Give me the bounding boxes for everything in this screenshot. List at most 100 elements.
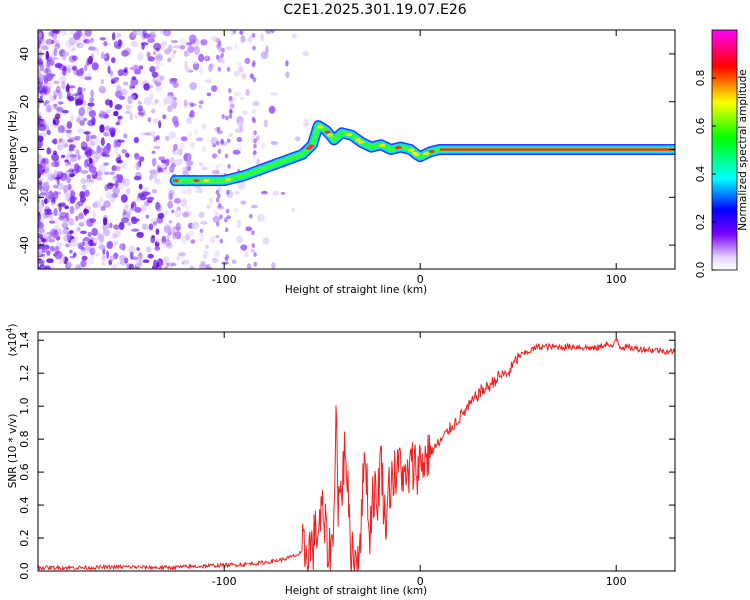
noise-speck <box>169 79 177 85</box>
noise-speck <box>68 55 77 63</box>
noise-speck <box>43 101 48 107</box>
noise-speck <box>156 164 161 174</box>
noise-speck <box>99 124 105 133</box>
noise-speck <box>84 159 88 168</box>
noise-speck <box>114 104 123 110</box>
noise-speck <box>253 130 257 136</box>
noise-speck <box>181 235 187 244</box>
noise-speck <box>199 67 204 76</box>
noise-speck <box>253 99 258 104</box>
y-tick-label: 0.6 <box>18 463 31 481</box>
noise-speck <box>198 233 204 243</box>
noise-speck <box>38 233 44 240</box>
noise-speck <box>79 67 85 75</box>
noise-speck <box>89 97 95 103</box>
noise-speck <box>154 246 161 251</box>
noise-speck <box>87 240 94 246</box>
snr-x-label: Height of straight line (km) <box>285 585 427 597</box>
noise-speck <box>38 266 42 269</box>
noise-speck <box>120 88 128 96</box>
noise-speck <box>80 178 87 184</box>
noise-speck <box>134 114 138 119</box>
noise-speck <box>39 93 46 97</box>
noise-speck <box>73 252 78 257</box>
noise-speck <box>172 80 179 89</box>
noise-speck <box>174 209 181 218</box>
noise-speck <box>150 130 156 138</box>
noise-speck <box>153 136 158 143</box>
noise-speck <box>89 218 97 223</box>
noise-speck <box>79 73 86 80</box>
noise-speck <box>66 121 73 130</box>
noise-speck <box>228 88 232 94</box>
noise-speck <box>158 156 166 162</box>
noise-speck <box>109 255 115 262</box>
noise-speck <box>102 113 110 119</box>
noise-speck <box>69 97 77 101</box>
noise-speck <box>69 88 74 94</box>
noise-speck <box>154 99 159 104</box>
noise-speck <box>115 156 122 163</box>
noise-speck <box>164 255 169 265</box>
colorbar-tick-label: 0.6 <box>695 117 707 134</box>
noise-speck <box>101 254 106 262</box>
noise-speck <box>62 228 68 235</box>
noise-speck <box>146 51 151 58</box>
noise-speck <box>198 100 204 105</box>
noise-speck <box>107 65 111 74</box>
noise-speck <box>101 261 106 266</box>
noise-speck <box>79 44 84 48</box>
noise-speck <box>229 108 233 114</box>
noise-speck <box>148 223 154 231</box>
noise-speck <box>204 79 213 84</box>
noise-speck <box>116 128 120 134</box>
noise-speck <box>52 116 60 126</box>
noise-speck <box>99 37 106 41</box>
noise-speck <box>38 140 42 148</box>
ridge-hotspot <box>379 143 386 147</box>
noise-speck <box>151 189 158 194</box>
noise-speck <box>256 158 260 166</box>
noise-speck <box>187 166 191 172</box>
noise-speck <box>164 48 171 55</box>
noise-speck <box>189 82 197 91</box>
noise-speck <box>78 107 86 117</box>
noise-speck <box>236 143 243 152</box>
noise-speck <box>49 73 56 78</box>
noise-speck <box>230 30 234 36</box>
noise-speck <box>250 74 255 80</box>
noise-speck <box>88 166 97 173</box>
ridge-hotspot <box>327 133 334 137</box>
noise-speck <box>224 217 228 223</box>
noise-speck <box>138 252 142 259</box>
noise-speck <box>78 212 84 220</box>
noise-speck <box>187 230 194 236</box>
ridge-hotspot <box>193 178 200 183</box>
noise-speck <box>220 140 224 146</box>
noise-speck <box>165 95 174 104</box>
noise-speck <box>123 161 128 171</box>
noise-speck <box>116 32 122 38</box>
noise-speck <box>38 260 45 264</box>
noise-speck <box>236 136 243 143</box>
noise-speck <box>157 167 164 173</box>
y-tick-label: 0.2 <box>18 529 31 547</box>
noise-speck <box>136 52 144 61</box>
snr-x-ticks: -100 0 100 <box>212 332 627 588</box>
noise-speck <box>226 66 231 72</box>
noise-speck <box>215 234 220 239</box>
noise-speck <box>205 56 209 60</box>
noise-speck <box>41 233 50 238</box>
noise-speck <box>219 214 223 220</box>
noise-speck <box>46 258 54 264</box>
noise-speck <box>189 265 195 269</box>
noise-speck <box>166 234 170 242</box>
noise-speck <box>225 208 230 214</box>
noise-speck <box>65 243 71 248</box>
noise-speck <box>130 203 135 209</box>
noise-speck <box>149 174 153 181</box>
noise-speck <box>264 30 273 35</box>
noise-speck <box>217 193 221 199</box>
ridge-hotspot <box>423 152 430 156</box>
noise-speck <box>181 198 188 208</box>
